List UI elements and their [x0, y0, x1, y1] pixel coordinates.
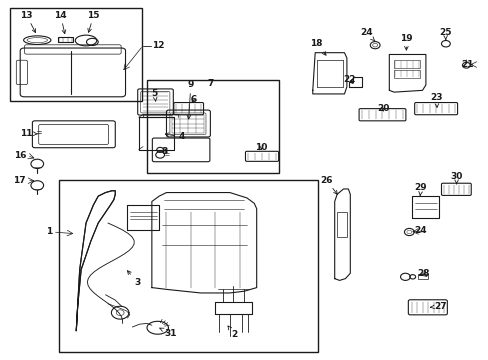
Text: 22: 22 — [343, 75, 355, 84]
Text: 29: 29 — [414, 183, 427, 195]
Text: 2: 2 — [227, 326, 237, 339]
Text: 24: 24 — [359, 28, 374, 41]
Text: 30: 30 — [449, 172, 462, 184]
Text: 28: 28 — [416, 269, 429, 278]
Text: 17: 17 — [13, 176, 26, 185]
Bar — [58, 37, 73, 42]
Text: 4: 4 — [165, 132, 184, 141]
Text: 21: 21 — [460, 60, 473, 69]
Text: 16: 16 — [14, 151, 26, 160]
Text: 26: 26 — [320, 176, 337, 194]
Bar — [393, 60, 419, 68]
Text: 12: 12 — [152, 41, 164, 50]
Text: 15: 15 — [87, 10, 100, 32]
Text: 11: 11 — [20, 129, 37, 138]
Text: 6: 6 — [190, 95, 196, 104]
Text: 27: 27 — [429, 302, 447, 311]
Text: 7: 7 — [207, 80, 213, 89]
Bar — [393, 70, 419, 78]
Text: 18: 18 — [310, 39, 325, 55]
Text: 14: 14 — [54, 10, 67, 33]
Bar — [336, 212, 346, 237]
Text: 8: 8 — [161, 147, 167, 156]
Text: 24: 24 — [414, 226, 427, 235]
Bar — [147, 80, 278, 173]
Text: 5: 5 — [151, 89, 158, 101]
Text: 1: 1 — [45, 228, 52, 237]
Text: 10: 10 — [255, 143, 267, 152]
Text: 19: 19 — [399, 34, 412, 50]
Text: 20: 20 — [376, 104, 388, 113]
Bar — [59, 180, 317, 352]
Bar — [10, 8, 142, 101]
Text: 31: 31 — [160, 328, 176, 338]
Text: 23: 23 — [429, 93, 442, 107]
Bar — [417, 274, 427, 279]
Text: 13: 13 — [20, 10, 36, 32]
Text: 3: 3 — [127, 271, 140, 287]
Text: 25: 25 — [438, 28, 451, 40]
Text: 9: 9 — [187, 81, 194, 119]
